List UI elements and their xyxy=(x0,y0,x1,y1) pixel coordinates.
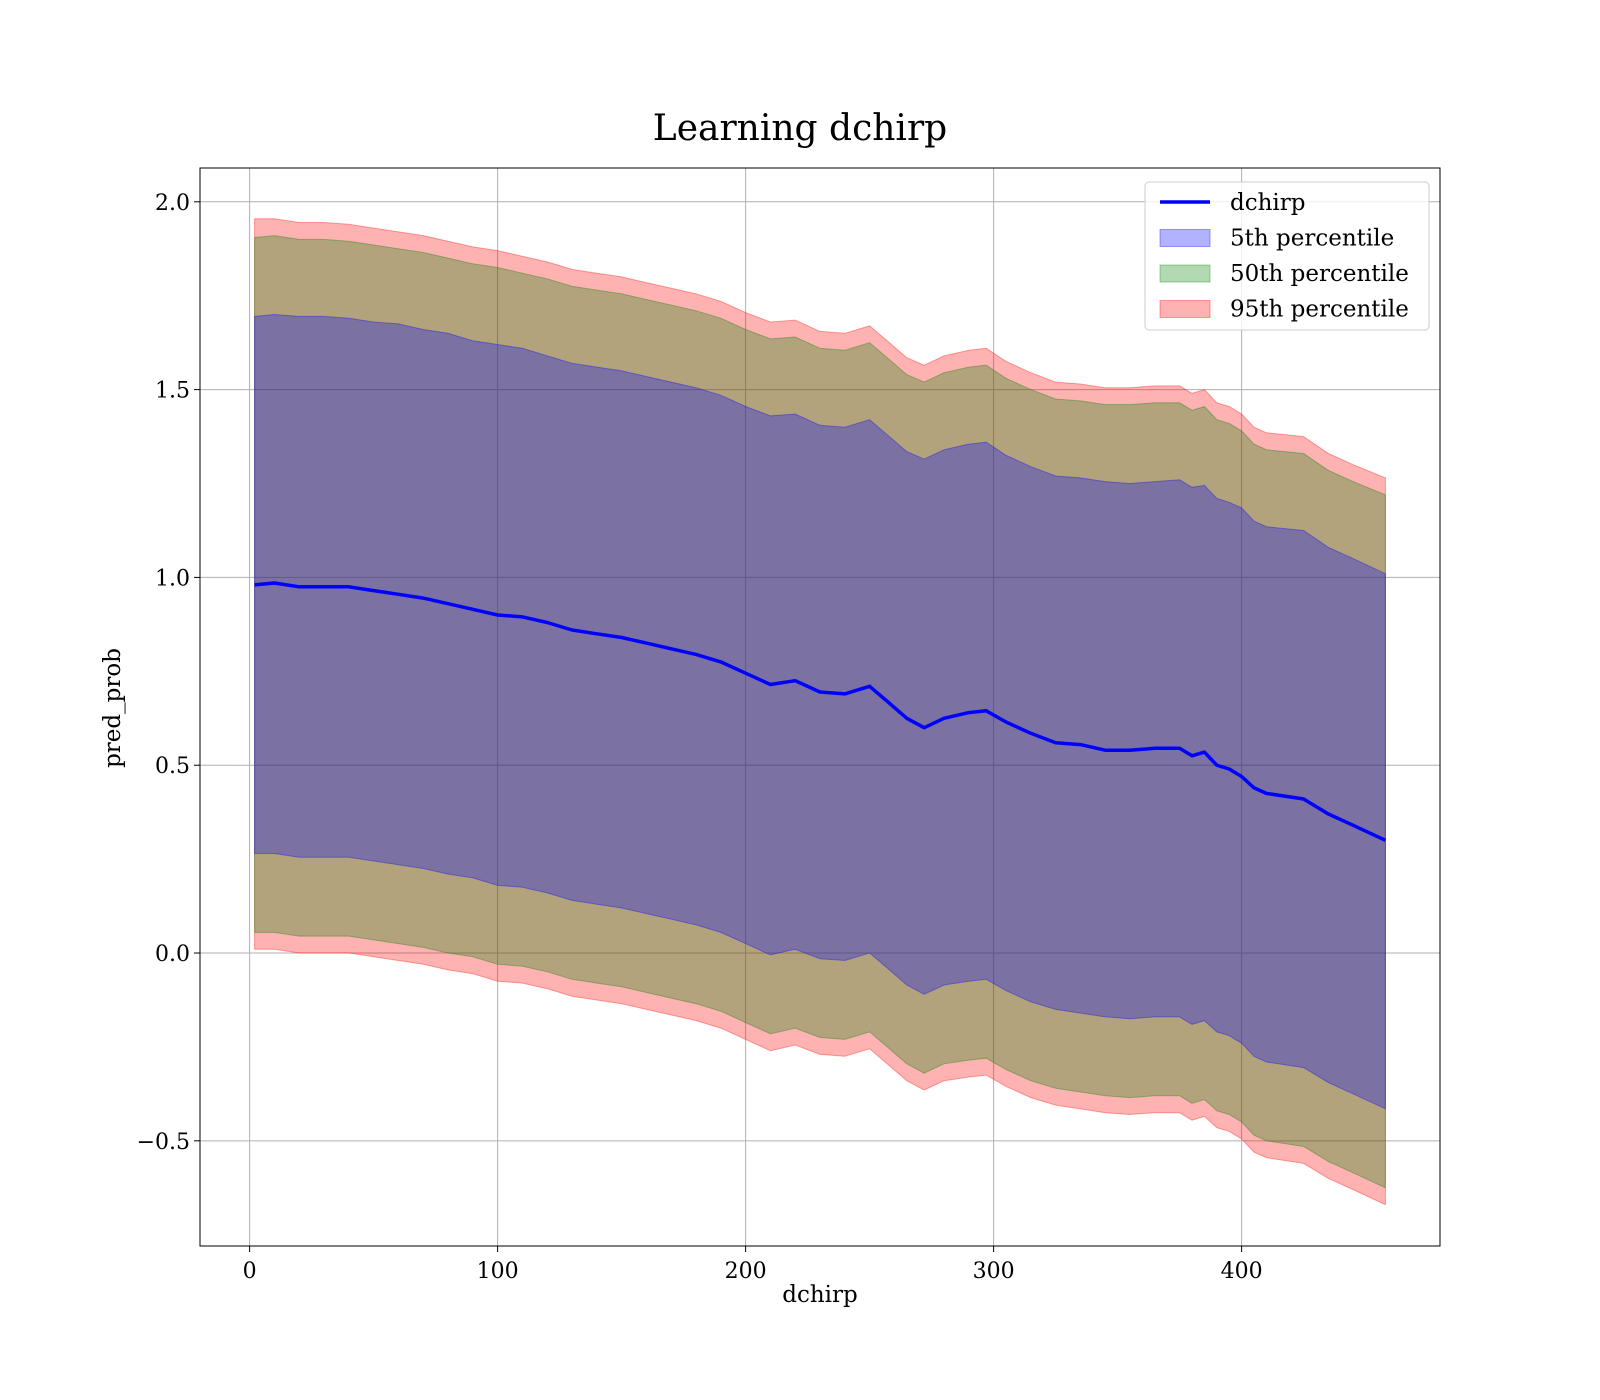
y-tick-label-0: −0.5 xyxy=(137,1130,190,1155)
x-tick-label-4: 400 xyxy=(1221,1259,1263,1284)
y-tick-label-5: 2.0 xyxy=(155,191,190,216)
y-tick-label-3: 1.0 xyxy=(155,566,190,591)
y-tick-label-2: 0.5 xyxy=(155,754,190,779)
chart-title: Learning dchirp xyxy=(653,108,947,149)
y-axis-label: pred_prob xyxy=(100,648,126,768)
band-95th-percentile xyxy=(254,218,1386,1206)
series-line-dchirp xyxy=(254,581,1387,842)
data-lines xyxy=(254,581,1387,842)
legend-swatch-5th-percentile xyxy=(1159,229,1211,247)
x-axis-ticks: 0 100 200 300 400 xyxy=(243,1246,1263,1284)
y-tick-label-1: 0.0 xyxy=(155,942,190,967)
x-tick-label-0: 0 xyxy=(243,1259,257,1284)
legend-swatch-50th-percentile xyxy=(1159,264,1211,283)
legend-label-dchirp: dchirp xyxy=(1230,190,1306,216)
x-tick-label-2: 200 xyxy=(725,1259,767,1284)
legend-label-5th-percentile: 5th percentile xyxy=(1230,226,1394,252)
legend-box xyxy=(1144,181,1430,331)
legend-swatch-95th-percentile xyxy=(1159,300,1211,318)
band-5th-percentile xyxy=(254,313,1386,1110)
legend-label-95th-percentile: 95th percentile xyxy=(1230,297,1409,323)
legend-label-50th-percentile: 50th percentile xyxy=(1230,261,1409,287)
legend: dchirp 5th percentile 50th percentile 95th … xyxy=(1144,181,1430,331)
band-50th-percentile xyxy=(254,235,1386,1189)
x-tick-label-1: 100 xyxy=(477,1259,519,1284)
y-tick-label-4: 1.5 xyxy=(155,379,190,404)
grid-lines xyxy=(200,168,1440,1246)
plot-area-frame xyxy=(199,167,1441,1247)
percentile-bands xyxy=(254,218,1386,1206)
x-tick-label-3: 300 xyxy=(973,1259,1015,1284)
x-axis-label: dchirp xyxy=(782,1282,858,1308)
y-axis-ticks: −0.5 0.0 0.5 1.0 1.5 2.0 xyxy=(137,191,200,1155)
